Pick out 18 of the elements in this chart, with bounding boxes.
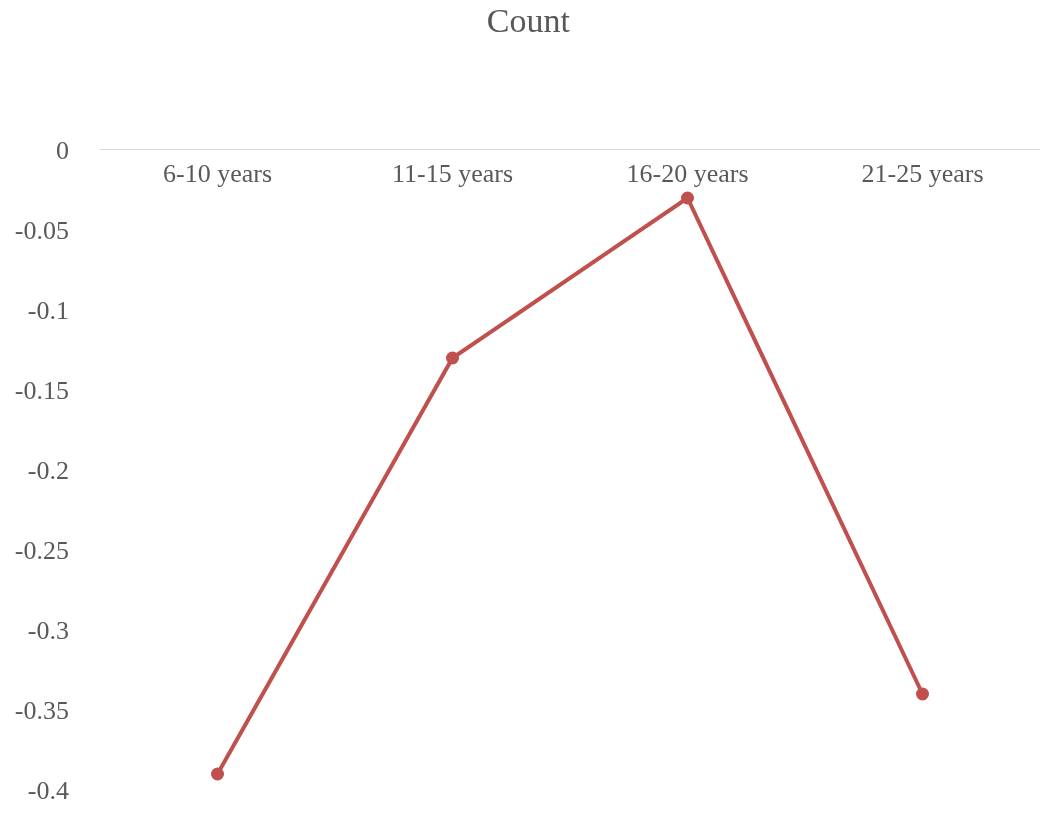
y-tick-label: -0.1	[27, 296, 69, 326]
point	[681, 191, 694, 205]
point	[446, 351, 459, 365]
x-tick-label: 11-15 years	[391, 159, 514, 189]
y-tick-label: -0.25	[14, 536, 69, 566]
x-tick-label: 21-25 years	[861, 159, 984, 189]
x-tick-label: 16-20 years	[626, 159, 749, 189]
y-tick-label: -0.2	[27, 456, 69, 486]
y-tick-label: 0	[56, 136, 69, 166]
chart-title: Count	[486, 2, 571, 40]
point	[916, 687, 929, 701]
y-tick-label: -0.05	[14, 216, 69, 246]
x-tick-label: 6-10 years	[162, 159, 273, 189]
y-tick-label: -0.35	[14, 696, 69, 726]
y-tick-label: -0.4	[27, 776, 69, 806]
point	[211, 767, 224, 781]
y-tick-label: -0.3	[27, 616, 69, 646]
y-tick-label: -0.15	[14, 376, 69, 406]
